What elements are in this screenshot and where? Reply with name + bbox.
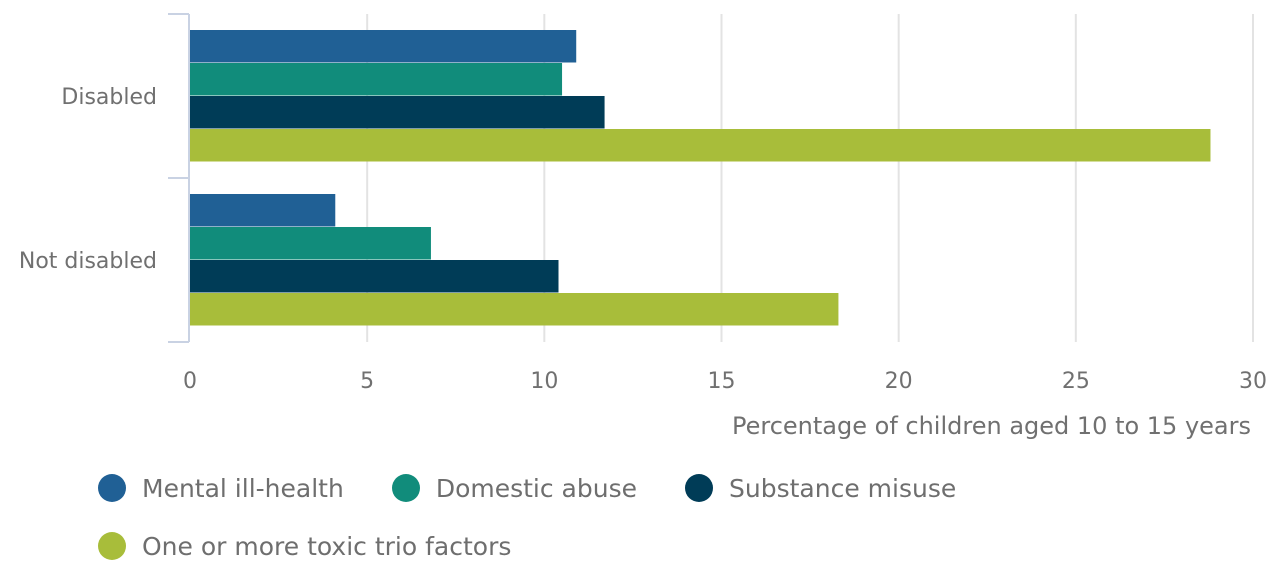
- legend-label: Mental ill-health: [142, 473, 344, 503]
- bars: [190, 30, 1211, 326]
- legend-item-domestic-abuse: Domestic abuse: [391, 473, 637, 503]
- x-tick-label: 10: [530, 369, 558, 394]
- x-axis-title: Percentage of children aged 10 to 15 yea…: [732, 412, 1251, 440]
- category-label: Not disabled: [19, 249, 157, 274]
- bar-chart: Disabled Not disabled 0 5 10 15 20 25 30 Percen…: [19, 13, 1267, 440]
- bar-not-disabled-substance-misuse: [190, 260, 559, 293]
- legend-row-2: One or more toxic trio factors: [98, 528, 1198, 564]
- legend-swatch: [98, 532, 126, 560]
- legend-swatch: [391, 474, 420, 502]
- legend: Mental ill-health Domestic abuse Substan…: [98, 470, 1198, 586]
- bar-not-disabled-mental-ill-health: [190, 194, 336, 227]
- legend-item-mental-ill-health: Mental ill-health: [98, 474, 344, 503]
- x-tick-label: 30: [1239, 369, 1267, 394]
- bar-disabled-domestic-abuse: [190, 63, 563, 96]
- category-labels: Disabled Not disabled: [19, 85, 157, 274]
- legend-item-substance-misuse: Substance misuse: [685, 474, 956, 503]
- x-tick-label: 15: [708, 369, 736, 394]
- bar-disabled-substance-misuse: [190, 96, 605, 129]
- legend-item-toxic-trio: One or more toxic trio factors: [98, 532, 511, 561]
- legend-label: Domestic abuse: [435, 473, 637, 503]
- y-axis: [168, 13, 190, 343]
- legend-swatch: [685, 474, 713, 502]
- bar-not-disabled-domestic-abuse: [190, 227, 431, 260]
- legend-label: Substance misuse: [729, 473, 957, 503]
- bar-disabled-one-or-more-toxic-trio-factors: [190, 129, 1211, 162]
- bar-not-disabled-one-or-more-toxic-trio-factors: [190, 293, 839, 326]
- bar-disabled-mental-ill-health: [190, 30, 577, 63]
- x-tick-label: 0: [183, 369, 197, 394]
- legend-swatch: [98, 474, 126, 502]
- category-label: Disabled: [61, 85, 157, 110]
- x-tick-label: 20: [885, 369, 913, 394]
- x-tick-label: 5: [360, 369, 374, 394]
- x-tick-labels: 0 5 10 15 20 25 30: [183, 369, 1267, 394]
- x-tick-label: 25: [1062, 369, 1090, 394]
- legend-row-1: Mental ill-health Domestic abuse Substan…: [98, 470, 1198, 506]
- legend-label: One or more toxic trio factors: [142, 531, 512, 561]
